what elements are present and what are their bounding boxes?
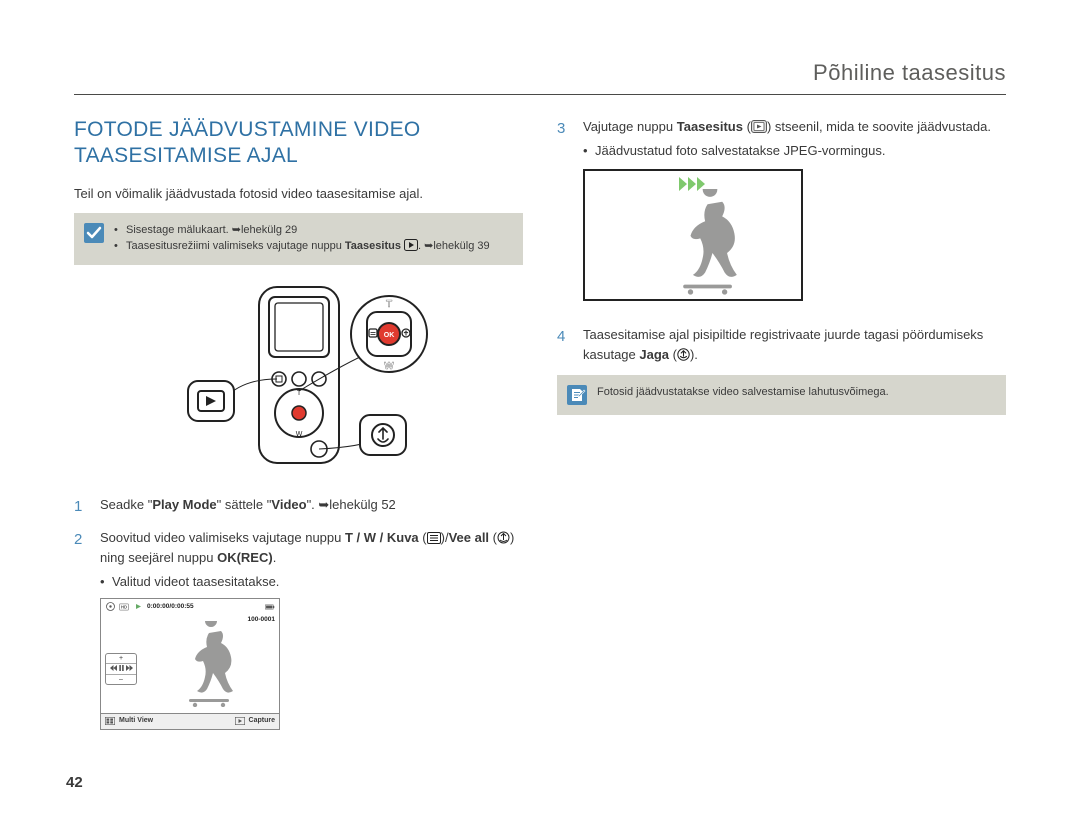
pause-icon: [119, 665, 124, 673]
callout-item: Sisestage mälukaart. ➥lehekülg 29: [114, 223, 490, 239]
svg-text:T: T: [385, 299, 391, 310]
playback-time: 0:00:00/0:00:55: [147, 602, 194, 612]
skater-silhouette: [671, 189, 749, 295]
prerequisite-callout: Sisestage mälukaart. ➥lehekülg 29 Taases…: [74, 213, 523, 265]
step-list-right: 3 Vajutage nuppu Taasesitus () stseenil,…: [557, 117, 1006, 365]
left-column: FOTODE JÄÄDVUSTAMINE VIDEO TAASESITAMISE…: [74, 117, 523, 740]
svg-text:HD: HD: [121, 605, 127, 610]
right-column: 3 Vajutage nuppu Taasesitus () stseenil,…: [557, 117, 1006, 740]
step-list-left: 1 Seadke "Play Mode" sättele "Video". ➥l…: [74, 495, 523, 730]
step-number: 2: [74, 528, 88, 730]
volume-up-icon: +: [119, 654, 123, 663]
skater-silhouette: [179, 621, 243, 707]
svg-text:W: W: [384, 361, 394, 372]
playback-control-strip: + –: [105, 653, 137, 685]
step-item: 1 Seadke "Play Mode" sättele "Video". ➥l…: [74, 495, 523, 518]
check-icon: [84, 223, 104, 243]
storage-icon: [105, 602, 115, 612]
camcorder-illustration: T W: [74, 279, 523, 479]
intro-text: Teil on võimalik jäädvustada fotosid vid…: [74, 184, 523, 204]
substep-item: Jäädvustatud foto salvestatakse JPEG-vor…: [583, 141, 1006, 161]
file-number: 100-0001: [248, 615, 275, 625]
capture-icon: [235, 716, 245, 726]
playback-button-icon: [404, 239, 418, 251]
step-item: 3 Vajutage nuppu Taasesitus () stseenil,…: [557, 117, 1006, 315]
callout-item: Taasesitusrežiimi valimiseks vajutage nu…: [114, 239, 490, 255]
forward-icon: [126, 665, 133, 673]
playback-button-icon: [751, 120, 767, 133]
substep-item: Valitud videot taasesitatakse.: [100, 572, 523, 592]
volume-down-icon: –: [119, 675, 123, 684]
svg-text:W: W: [295, 431, 302, 438]
battery-icon: [265, 602, 275, 612]
ok-label: OK: [383, 332, 394, 339]
underwater-icon: [497, 531, 510, 544]
callout-list: Sisestage mälukaart. ➥lehekülg 29 Taases…: [114, 223, 490, 255]
running-head: Põhiline taasesitus: [74, 60, 1006, 95]
section-title: FOTODE JÄÄDVUSTAMINE VIDEO TAASESITAMISE…: [74, 117, 523, 170]
step-number: 4: [557, 325, 571, 365]
playback-thumbnail-controls: HD 0:00:00/0:00:55 100-0001 +: [100, 598, 280, 730]
multiview-icon: [105, 716, 115, 726]
hd-badge-icon: HD: [119, 602, 129, 612]
step-number: 3: [557, 117, 571, 315]
display-icon: [427, 532, 441, 544]
play-status-icon: [133, 602, 143, 612]
capture-preview-thumbnail: [583, 169, 803, 301]
step-number: 1: [74, 495, 88, 518]
step-item: 2 Soovitud video valimiseks vajutage nup…: [74, 528, 523, 730]
page-number: 42: [66, 774, 83, 791]
multiview-label: Multi View: [119, 716, 153, 727]
rewind-icon: [110, 665, 117, 673]
step-item: 4 Taasesitamise ajal pisipiltide registr…: [557, 325, 1006, 365]
capture-label: Capture: [249, 716, 275, 727]
note-icon: [567, 385, 587, 405]
note-text: Fotosid jäädvustatakse video salvestamis…: [597, 385, 889, 401]
note-callout: Fotosid jäädvustatakse video salvestamis…: [557, 375, 1006, 415]
share-icon: [677, 348, 690, 361]
